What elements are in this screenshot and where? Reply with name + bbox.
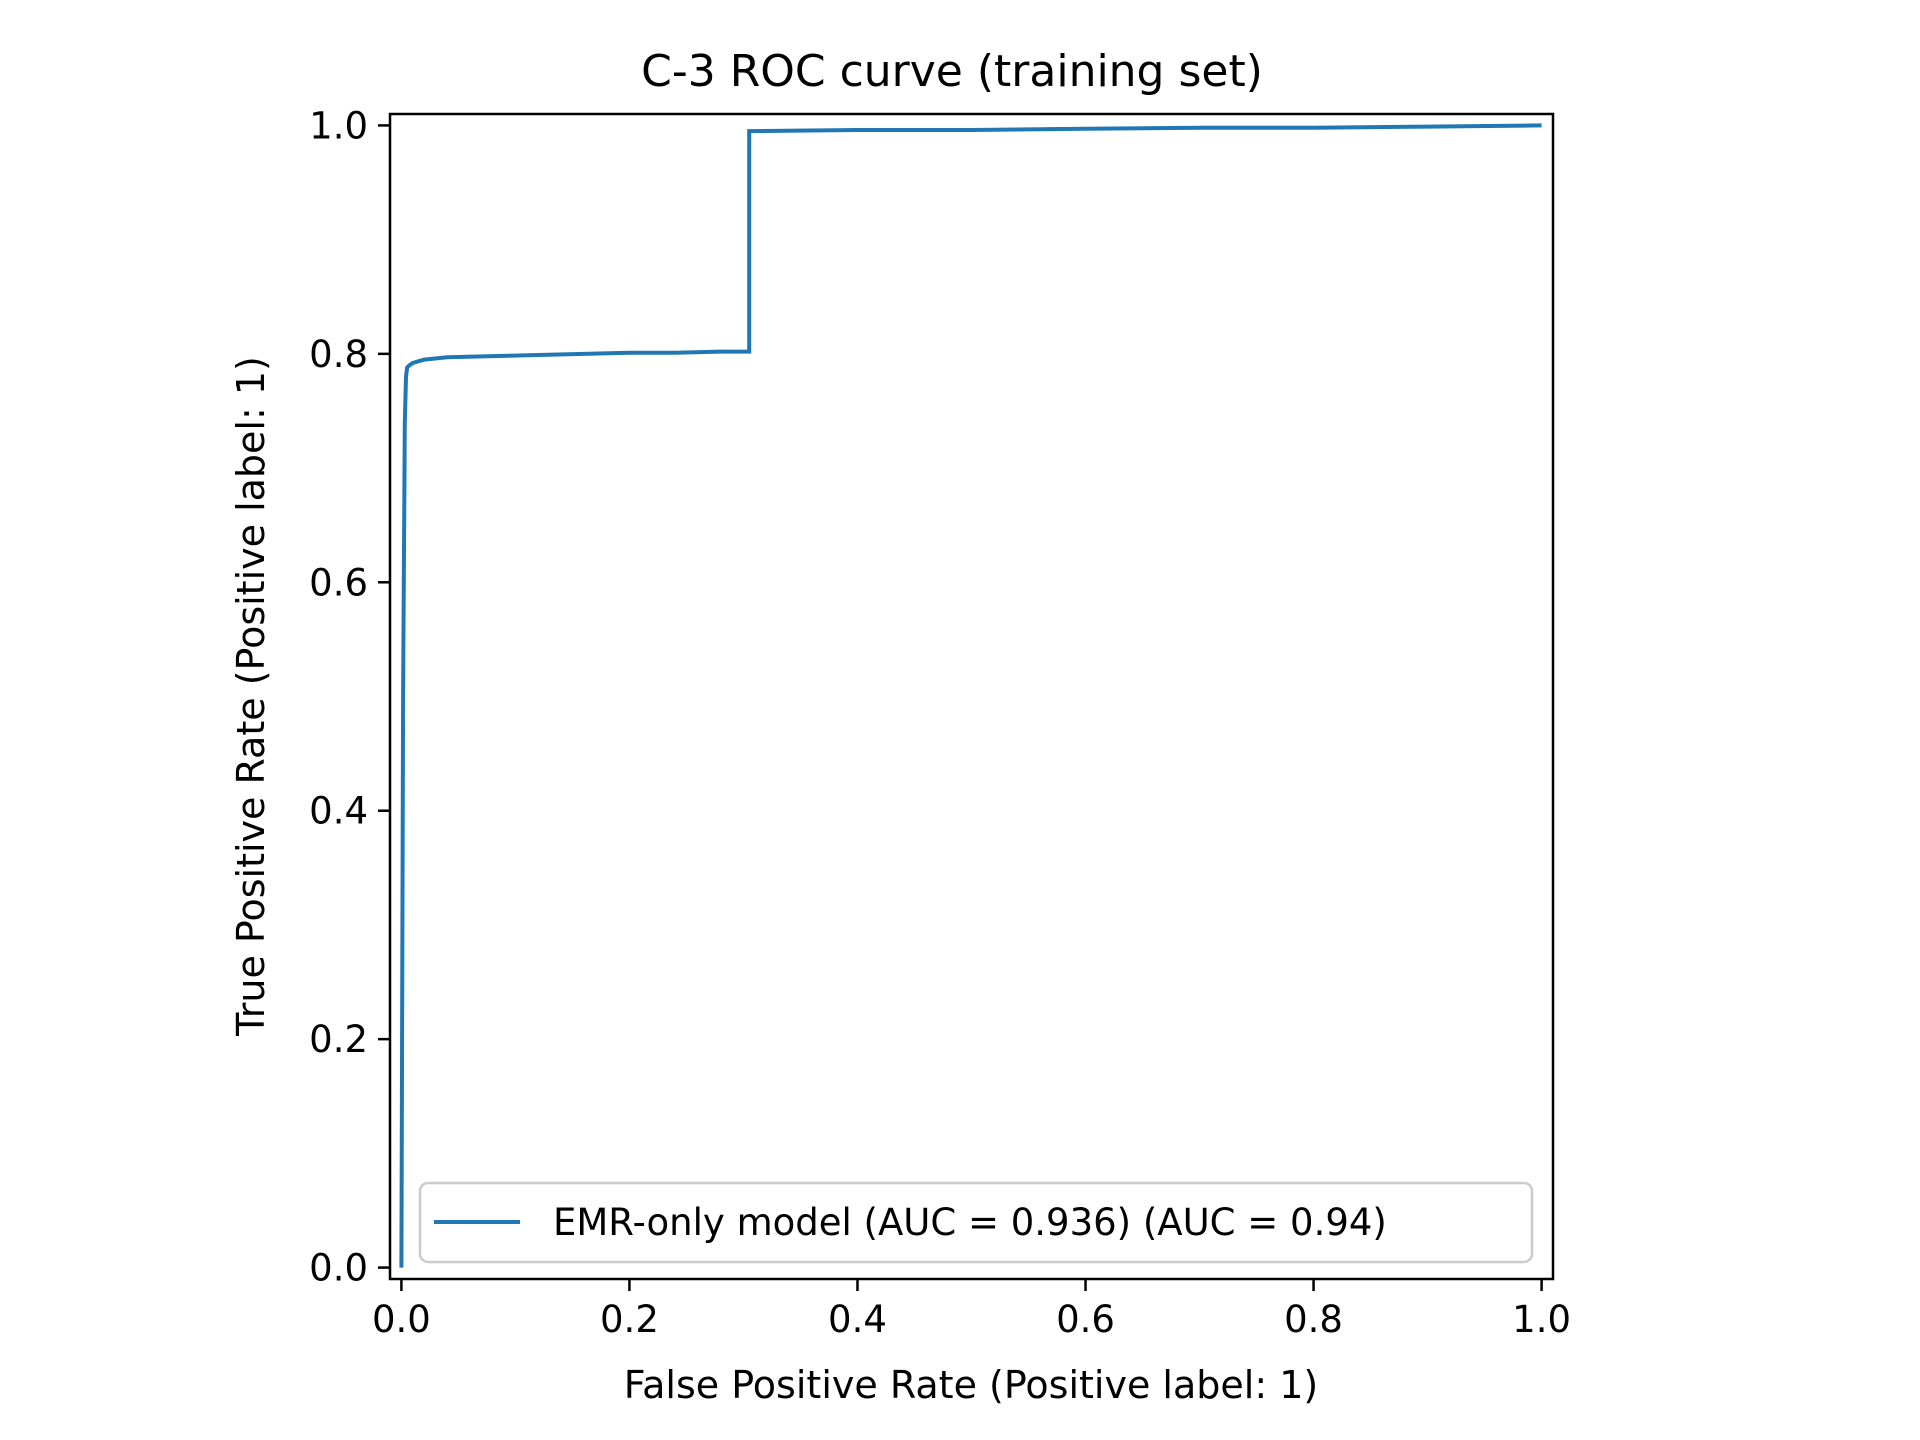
y-tick-label: 1.0 <box>309 104 368 147</box>
plot-area <box>388 112 1555 1281</box>
x-tick-label: 0.6 <box>1056 1298 1115 1341</box>
y-tick-label: 0.2 <box>309 1018 368 1061</box>
y-axis-ticks: 0.0 0.2 0.4 0.6 0.8 1.0 <box>309 104 390 1290</box>
y-axis-label: True Positive Rate (Positive label: 1) <box>229 356 273 1037</box>
y-tick-label: 0.8 <box>309 333 368 376</box>
roc-series-line <box>399 123 1542 1268</box>
x-tick-label: 0.4 <box>828 1298 887 1341</box>
chart-title: C-3 ROC curve (training set) <box>641 46 1263 97</box>
x-tick-label: 0.2 <box>600 1298 659 1341</box>
legend: EMR-only model (AUC = 0.936) (AUC = 0.94… <box>418 1181 1534 1264</box>
y-tick-label: 0.0 <box>309 1247 368 1290</box>
legend-box <box>418 1181 1534 1264</box>
x-tick-label: 0.8 <box>1284 1298 1343 1341</box>
y-tick-label: 0.6 <box>309 561 368 604</box>
legend-label: EMR-only model (AUC = 0.936) (AUC = 0.94… <box>553 1201 1387 1244</box>
plot-frame <box>388 112 1555 1281</box>
y-tick-label: 0.4 <box>309 790 368 833</box>
x-axis-ticks: 0.0 0.2 0.4 0.6 0.8 1.0 <box>372 1279 1571 1341</box>
x-axis-label: False Positive Rate (Positive label: 1) <box>624 1363 1318 1407</box>
x-tick-label: 0.0 <box>372 1298 431 1341</box>
x-tick-label: 1.0 <box>1512 1298 1571 1341</box>
series-layer <box>399 123 1542 1268</box>
